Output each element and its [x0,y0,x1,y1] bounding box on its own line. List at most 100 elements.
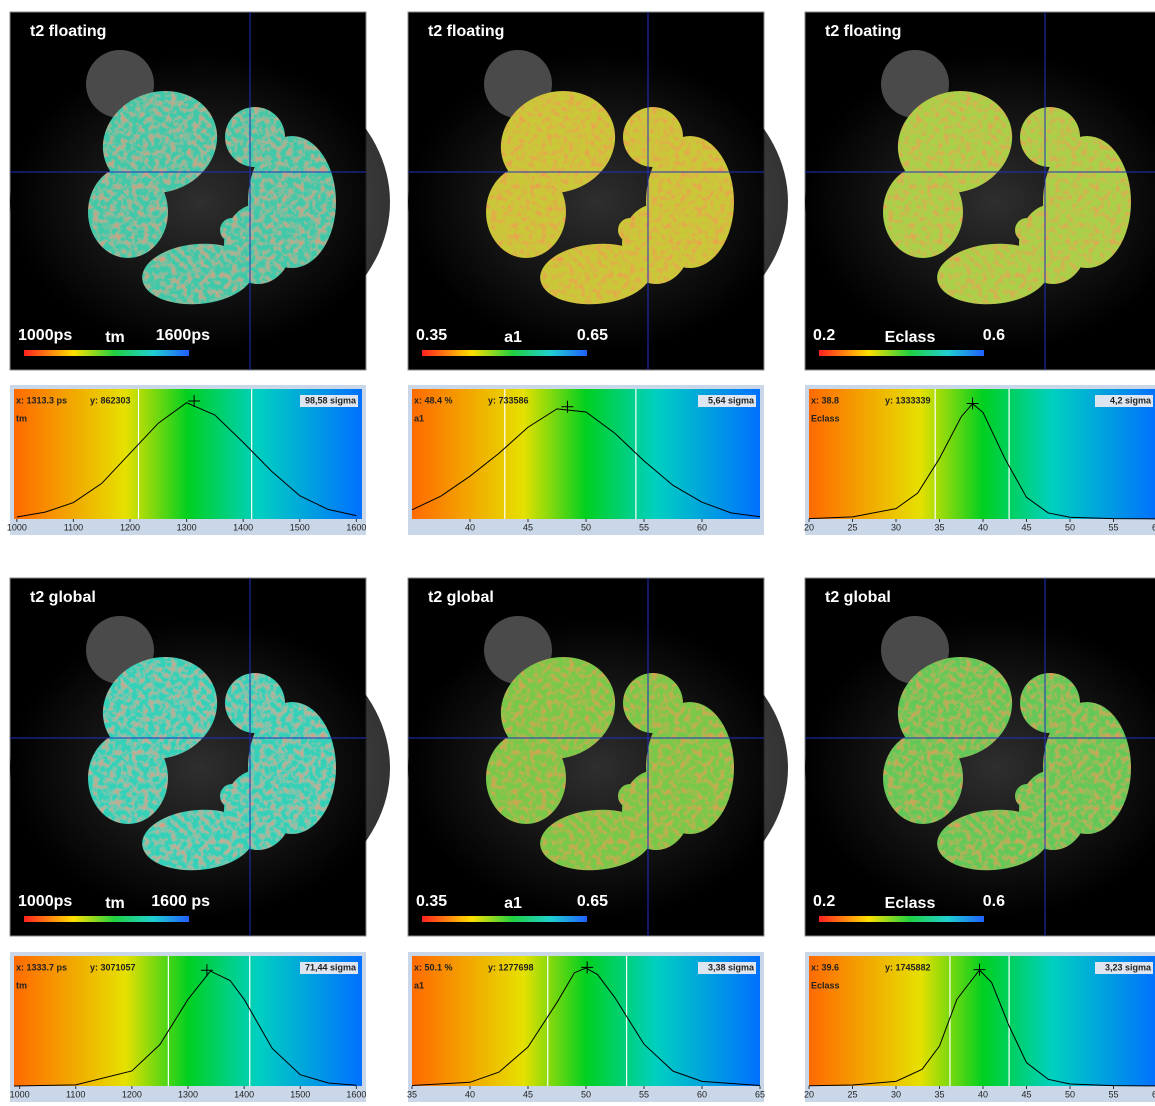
x-tick-label: 1600 [346,1089,366,1099]
x-tick-label: 1200 [120,522,140,532]
sigma-readout: 3,38 sigma [708,962,755,972]
image-panel: t2 floating0.35a10.65 [408,12,788,370]
x-tick-label: 55 [1108,1089,1118,1099]
colorbar [24,350,189,356]
x-tick-label: 25 [847,522,857,532]
image-panel: t2 global0.2Eclass0.6 [805,578,1155,936]
histogram: 202530354045505560Eclassx: 39.6y: 174588… [804,952,1155,1102]
nucleus-lobe [486,166,566,258]
scale-max: 1600ps [156,327,210,344]
figure: t2 floating 1000ps tm 1600ps t2 floating 0.35… [0,0,1155,1106]
x-tick-label: 60 [697,522,707,532]
legend-entry: a1 [414,980,424,990]
x-tick-label: 20 [804,1089,814,1099]
x-tick-label: 1400 [234,1089,254,1099]
readout-x: x: 39.6 [811,962,839,972]
readout-x: x: 1333.7 ps [16,962,67,972]
scale-min: 0.35 [416,327,447,344]
histogram-plot [809,389,1155,519]
scale-max: 1600 ps [151,893,210,910]
x-tick-label: 1400 [233,522,253,532]
histogram-plot [412,956,760,1086]
panel-title: t2 global [30,589,96,606]
histogram-plot [14,956,362,1086]
sigma-readout: 5,64 sigma [708,395,755,405]
x-tick-label: 45 [1021,1089,1031,1099]
scale-name: a1 [504,329,522,346]
nucleus-lobe [618,218,642,242]
panel-title: t2 floating [30,23,106,40]
legend-entry: tm [16,980,27,990]
readout-y: y: 3071057 [90,962,136,972]
x-tick-label: 20 [804,522,814,532]
x-tick-label: 40 [465,1089,475,1099]
x-tick-label: 35 [934,1089,944,1099]
x-tick-label: 1100 [64,522,83,532]
x-tick-label: 45 [523,1089,533,1099]
x-tick-label: 30 [891,1089,901,1099]
x-tick-label: 35 [407,1089,417,1099]
x-tick-label: 1200 [122,1089,142,1099]
panel-title: t2 global [825,589,891,606]
x-tick-label: 1500 [290,1089,310,1099]
readout-x: x: 38.8 [811,395,839,405]
legend-entry: tm [16,413,27,423]
nucleus-lobe [88,732,168,824]
colorbar [819,916,984,922]
x-tick-label: 40 [978,1089,988,1099]
nucleus-lobe [486,732,566,824]
x-tick-label: 1600 [346,522,366,532]
nucleus-lobe [88,166,168,258]
colorbar [819,350,984,356]
scale-max: 0.65 [577,893,608,910]
histogram: 202530354045505560Eclassx: 38.8y: 133333… [804,385,1155,535]
histogram-plot [412,389,760,519]
legend-entry: Eclass [811,980,840,990]
scale-min: 1000ps [18,327,72,344]
scale-name: tm [105,895,125,912]
x-tick-label: 50 [581,522,591,532]
readout-x: x: 48.4 % [414,395,453,405]
colorbar [24,916,189,922]
sigma-readout: 71,44 sigma [305,962,357,972]
scale-min: 0.2 [813,893,835,910]
x-tick-label: 40 [465,522,475,532]
readout-y: y: 1333339 [885,395,931,405]
x-tick-label: 50 [1065,1089,1075,1099]
scale-max: 0.65 [577,327,608,344]
x-tick-label: 45 [1021,522,1031,532]
histogram-plot [14,389,362,519]
x-tick-label: 35 [934,522,944,532]
scale-min: 1000ps [18,893,72,910]
x-tick-label: 45 [523,522,533,532]
sigma-readout: 3,23 sigma [1105,962,1152,972]
x-tick-label: 1000 [7,522,27,532]
x-tick-label: 50 [581,1089,591,1099]
x-tick-label: 1300 [177,522,197,532]
scale-min: 0.2 [813,327,835,344]
x-tick-label: 60 [697,1089,707,1099]
x-tick-label: 65 [755,1089,765,1099]
nucleus-lobe [883,732,963,824]
image-panel: t2 global 1000ps tm 1600 ps [10,578,390,936]
x-tick-label: 25 [847,1089,857,1099]
panel-title: t2 floating [825,23,901,40]
x-tick-label: 55 [639,1089,649,1099]
readout-x: x: 50.1 % [414,962,453,972]
readout-y: y: 862303 [90,395,131,405]
x-tick-label: 1300 [178,1089,198,1099]
x-tick-label: 50 [1065,522,1075,532]
legend-entry: Eclass [811,413,840,423]
readout-x: x: 1313.3 ps [16,395,67,405]
scale-max: 0.6 [983,893,1005,910]
nucleus-lobe [1015,784,1039,808]
scale-max: 0.6 [983,327,1005,344]
x-tick-label: 1500 [290,522,310,532]
x-tick-label: 30 [891,522,901,532]
x-tick-label: 1100 [66,1089,85,1099]
